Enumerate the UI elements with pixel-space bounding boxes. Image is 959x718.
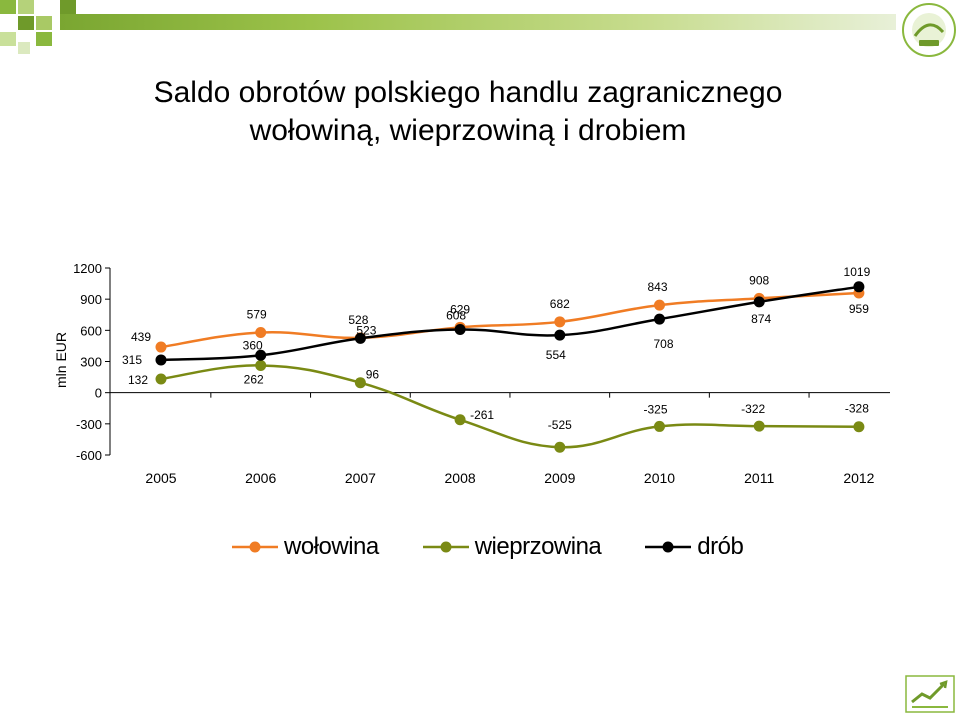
y-tick-label: 1200 [73, 261, 102, 276]
data-point-drob [155, 354, 167, 366]
x-tick-label: 2007 [345, 470, 376, 486]
chart-legend: wołowina wieprzowina drób [232, 532, 787, 562]
data-label-wolowina: 439 [131, 330, 151, 344]
data-point-wolowina [155, 341, 167, 353]
data-point-drob [554, 329, 566, 341]
series-line-wolowina [160, 291, 859, 349]
data-label-wieprzowina: -325 [643, 402, 667, 416]
x-tick-label: 2012 [843, 470, 874, 486]
x-tick-label: 2006 [245, 470, 276, 486]
data-label-drob: 708 [653, 337, 673, 351]
data-label-wieprzowina: -328 [845, 402, 869, 416]
y-axis-label: mln EUR [53, 332, 69, 388]
legend-marker-wieprzowina-icon [422, 541, 469, 553]
legend-marker-wolowina-icon [232, 541, 278, 553]
data-label-wieprzowina: -261 [470, 408, 494, 422]
y-tick-label: 300 [80, 355, 102, 370]
data-label-wolowina: 528 [348, 313, 368, 327]
data-point-drob [853, 281, 865, 293]
data-point-wieprzowina [554, 441, 566, 453]
data-point-wolowina [654, 299, 665, 311]
x-tick-label: 2011 [744, 470, 774, 486]
data-label-wolowina: 843 [647, 280, 667, 294]
data-label-wolowina: 629 [450, 302, 470, 316]
line-chart: 1200 900 600 300 0 -300 -600 2005 2006 2007 2008 20… [53, 261, 890, 486]
x-tick-label: 2008 [445, 470, 476, 486]
data-label-drob: 1019 [844, 265, 871, 279]
data-point-wieprzowina [753, 420, 765, 432]
data-point-wieprzowina [654, 420, 665, 432]
data-point-wieprzowina [354, 377, 366, 389]
data-label-drob: 874 [751, 312, 771, 326]
data-label-wolowina: 682 [550, 297, 570, 311]
data-point-wieprzowina [454, 414, 466, 426]
x-tick-label: 2010 [644, 470, 675, 486]
series-line-wieprzowina [160, 364, 859, 449]
chart-title-line2: wołowiną, wieprzowiną i drobiem [249, 114, 687, 147]
series-line-drob [160, 285, 860, 362]
data-point-wieprzowina [853, 421, 865, 433]
y-tick-label: 900 [80, 292, 102, 307]
data-label-wolowina: 959 [849, 302, 869, 316]
data-label-drob: 360 [243, 338, 263, 352]
data-point-drob [354, 332, 366, 344]
legend-item-wolowina: wołowina [232, 533, 379, 561]
data-label-wieprzowina: 132 [128, 373, 148, 387]
data-label-wieprzowina: -322 [741, 402, 765, 416]
x-tick-label: 2009 [544, 470, 575, 486]
data-label-drob: 608 [446, 309, 466, 323]
y-tick-label: -600 [76, 448, 102, 463]
data-label-drob: 554 [546, 348, 566, 362]
data-point-drob [654, 313, 665, 325]
data-label-wieprzowina: 96 [366, 368, 380, 382]
y-tick-label: 600 [80, 323, 102, 338]
data-label-wieprzowina: 262 [244, 372, 264, 386]
data-point-wieprzowina [155, 373, 167, 385]
data-point-drob [255, 349, 267, 361]
data-point-drob [753, 296, 765, 308]
legend-label-drob: drób [697, 533, 744, 560]
data-label-drob: 315 [122, 353, 142, 367]
data-label-wolowina: 908 [749, 273, 769, 287]
data-label-wolowina: 579 [247, 308, 267, 322]
x-tick-label: 2005 [145, 470, 176, 486]
data-label-wieprzowina: -525 [548, 418, 572, 432]
legend-label-wieprzowina: wieprzowina [474, 533, 602, 560]
chart-title: Saldo obrotów polskiego handlu zagranicz… [0, 74, 936, 150]
data-point-wolowina [255, 327, 267, 339]
legend-label-wolowina: wołowina [284, 533, 379, 560]
y-tick-label: 0 [95, 386, 102, 401]
data-label-drob: 523 [356, 323, 376, 337]
data-point-wolowina [554, 316, 566, 328]
y-tick-label: -300 [76, 417, 102, 432]
legend-marker-drob-icon [645, 541, 692, 553]
chart-title-line1: Saldo obrotów polskiego handlu zagranicz… [153, 76, 783, 109]
legend-item-drob: drób [645, 533, 744, 561]
programme-badge-icon [902, 3, 956, 57]
legend-item-wieprzowina: wieprzowina [422, 533, 602, 561]
footer-logo-icon [905, 675, 955, 713]
data-point-wieprzowina [255, 359, 267, 371]
logo-squares-icon [0, 0, 76, 54]
data-point-drob [454, 324, 466, 336]
header-stripe [60, 14, 896, 30]
header-bar [0, 0, 900, 54]
